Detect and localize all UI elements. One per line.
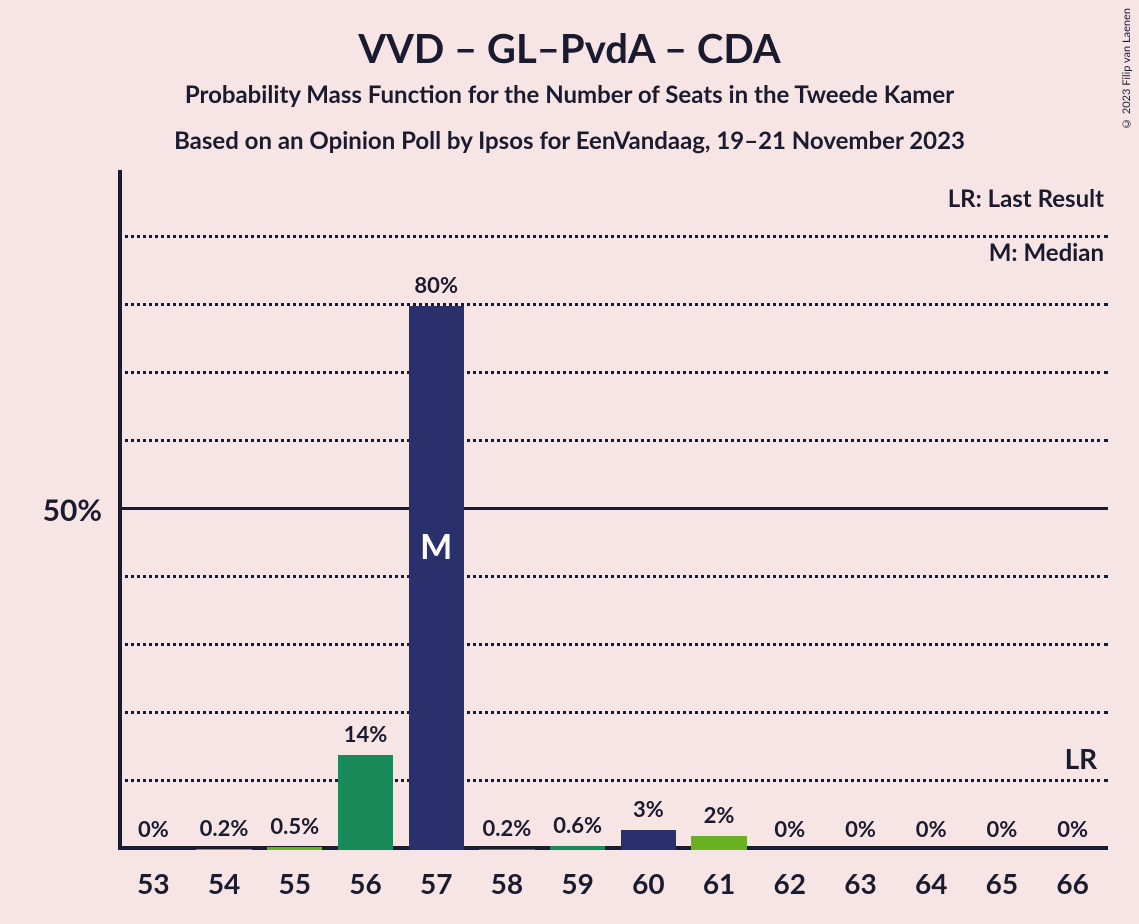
x-tick-59: 59 xyxy=(561,866,593,900)
legend-m: M: Median xyxy=(989,238,1104,267)
plot-area: 0%0.2%0.5%14%80%M0.2%0.6%3%2%0%0%0%0%0% … xyxy=(118,170,1108,850)
gridline-minor xyxy=(118,643,1108,646)
x-tick-58: 58 xyxy=(491,866,523,900)
chart-title: VVD – GL–PvdA – CDA xyxy=(0,24,1139,72)
x-tick-63: 63 xyxy=(844,866,876,900)
bar-label-56: 14% xyxy=(344,720,388,747)
bar-60 xyxy=(621,830,676,850)
x-tick-62: 62 xyxy=(774,866,806,900)
bar-label-66: 0% xyxy=(1057,815,1088,842)
legend-lr: LR: Last Result xyxy=(948,184,1104,213)
x-tick-65: 65 xyxy=(986,866,1018,900)
bar-label-63: 0% xyxy=(845,815,876,842)
x-tick-57: 57 xyxy=(420,866,452,900)
x-tick-54: 54 xyxy=(208,866,240,900)
gridline-minor xyxy=(118,575,1108,578)
bar-label-65: 0% xyxy=(987,815,1018,842)
bar-54 xyxy=(196,849,251,850)
chart-subtitle-2: Based on an Opinion Poll by Ipsos for Ee… xyxy=(0,126,1139,155)
gridline-minor xyxy=(118,303,1108,306)
bar-label-59: 0.6% xyxy=(553,811,602,838)
bar-label-54: 0.2% xyxy=(200,814,249,841)
bar-label-57: 80% xyxy=(414,271,458,298)
bar-label-60: 3% xyxy=(633,795,664,822)
bar-label-61: 2% xyxy=(704,801,735,828)
bar-59 xyxy=(550,846,605,850)
y-axis xyxy=(118,170,122,850)
gridline-minor xyxy=(118,779,1108,782)
median-marker: M xyxy=(420,526,452,567)
bar-57 xyxy=(409,306,464,850)
x-tick-64: 64 xyxy=(915,866,947,900)
gridline-minor xyxy=(118,711,1108,714)
bar-55 xyxy=(267,847,322,850)
bar-61 xyxy=(691,836,746,850)
bar-label-55: 0.5% xyxy=(270,812,319,839)
y-axis-label-50: 50% xyxy=(0,492,102,528)
gridline-minor xyxy=(118,439,1108,442)
bar-label-64: 0% xyxy=(916,815,947,842)
gridline-major xyxy=(118,507,1108,510)
copyright-text: © 2023 Filip van Laenen xyxy=(1120,8,1133,130)
chart-subtitle-1: Probability Mass Function for the Number… xyxy=(0,80,1139,109)
bar-label-53: 0% xyxy=(138,815,169,842)
bar-58 xyxy=(479,849,534,850)
lr-marker: LR xyxy=(1065,741,1098,775)
x-tick-56: 56 xyxy=(349,866,381,900)
x-tick-53: 53 xyxy=(137,866,169,900)
x-tick-66: 66 xyxy=(1056,866,1088,900)
x-tick-60: 60 xyxy=(632,866,664,900)
bar-label-58: 0.2% xyxy=(483,814,532,841)
bar-56 xyxy=(338,755,393,850)
x-tick-55: 55 xyxy=(279,866,311,900)
gridline-minor xyxy=(118,235,1108,238)
bar-label-62: 0% xyxy=(774,815,805,842)
gridline-minor xyxy=(118,371,1108,374)
x-tick-61: 61 xyxy=(703,866,735,900)
